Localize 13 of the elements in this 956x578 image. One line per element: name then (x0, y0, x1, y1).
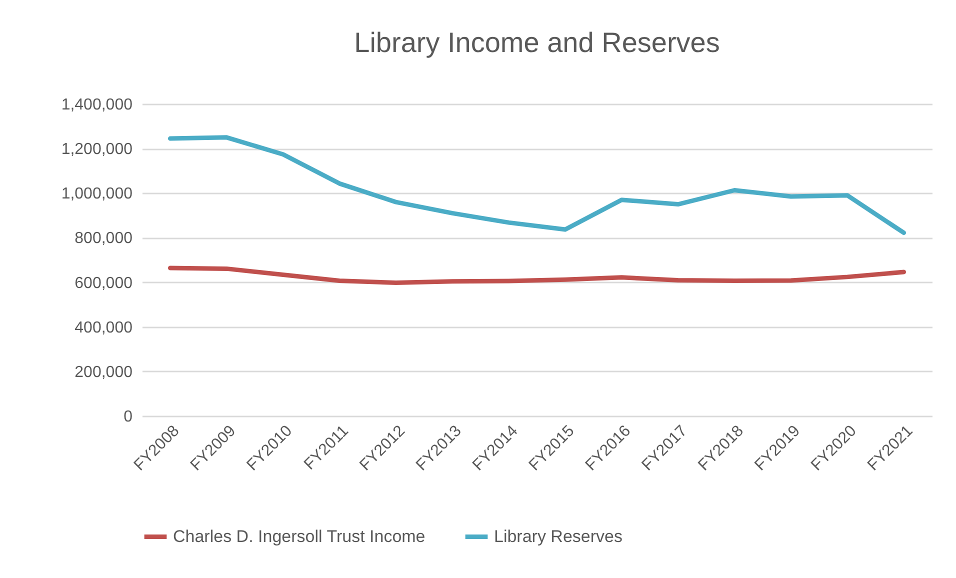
y-tick-label: 1,400,000 (61, 96, 133, 114)
legend-label: Charles D. Ingersoll Trust Income (173, 526, 426, 546)
y-tick-label: 400,000 (74, 319, 133, 336)
y-tick-label: 800,000 (74, 230, 133, 248)
legend-label: Library Reserves (494, 526, 622, 546)
line-series (168, 135, 906, 236)
line-series (168, 266, 906, 285)
y-tick-label: 1,000,000 (61, 186, 133, 203)
y-tick-label: 0 (124, 408, 133, 426)
y-tick-label: 1,200,000 (61, 141, 133, 158)
y-tick-label: 200,000 (74, 364, 133, 381)
chart-title: Library Income and Reserves (354, 27, 720, 58)
y-tick-label: 600,000 (74, 274, 133, 292)
